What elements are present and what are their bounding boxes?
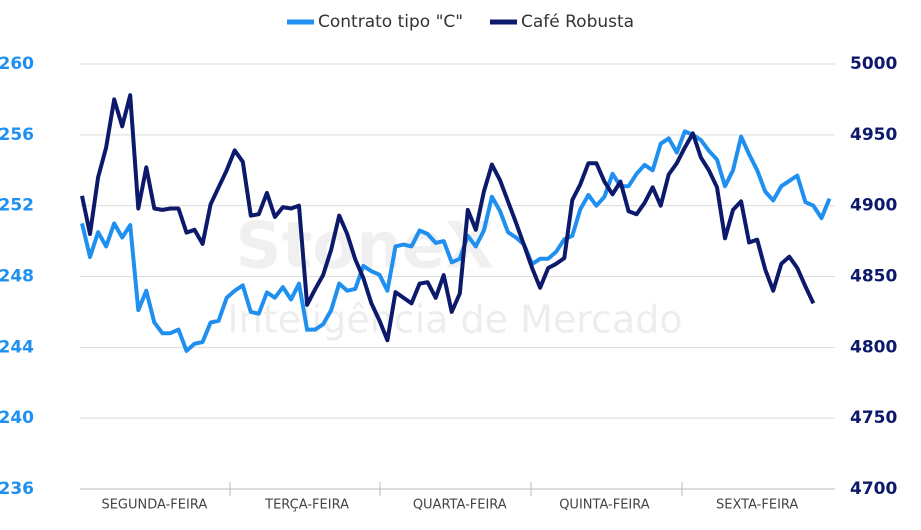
x-tick-label: TERÇA-FEIRA xyxy=(264,498,349,513)
y-tick-label: 260 xyxy=(0,54,34,74)
y2-tick-label: 4950 xyxy=(850,125,897,145)
y2-tick-label: 4800 xyxy=(850,337,897,357)
watermark: StoneX xyxy=(236,210,495,284)
y2-tick-label: 4900 xyxy=(850,196,897,216)
series-line xyxy=(80,93,816,343)
series-line xyxy=(80,129,832,353)
y-tick-label: 236 xyxy=(0,479,34,499)
legend-label: Contrato tipo "C" xyxy=(318,12,463,32)
y2-tick-label: 5000 xyxy=(850,54,897,74)
x-tick-label: QUARTA-FEIRA xyxy=(413,498,507,513)
y2-tick-label: 4700 xyxy=(850,479,897,499)
y-tick-label: 248 xyxy=(0,267,34,287)
y-tick-label: 240 xyxy=(0,408,34,428)
y-tick-label: 256 xyxy=(0,125,34,145)
y-tick-label: 252 xyxy=(0,196,34,216)
y2-tick-label: 4750 xyxy=(850,408,897,428)
x-tick-label: SEXTA-FEIRA xyxy=(716,498,798,513)
legend-label: Café Robusta xyxy=(521,12,634,32)
x-tick-label: SEGUNDA-FEIRA xyxy=(101,498,207,513)
y-tick-label: 244 xyxy=(0,337,34,357)
x-tick-label: QUINTA-FEIRA xyxy=(559,498,650,513)
y2-tick-label: 4850 xyxy=(850,267,897,287)
